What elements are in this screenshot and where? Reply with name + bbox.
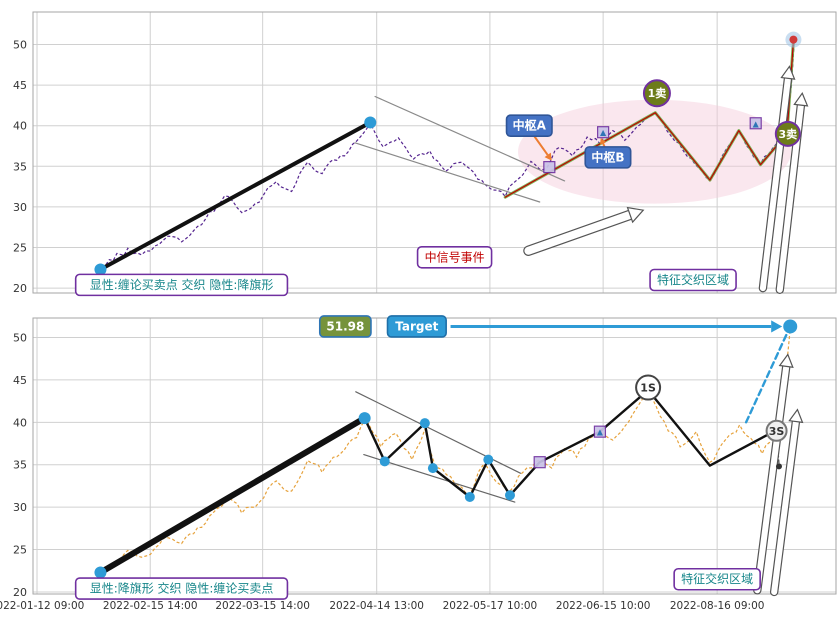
hub-b-arrow-head xyxy=(600,137,607,145)
y-tick-label: 20 xyxy=(13,282,27,295)
x-tick-label: 2022-02-15 14:00 xyxy=(103,600,198,612)
signal-badge xyxy=(635,374,662,401)
highlight-ellipse xyxy=(518,99,792,204)
pivot-square-glyph: ▲ xyxy=(600,128,607,137)
signal-event-arrow xyxy=(524,210,635,255)
y-tick-label: 35 xyxy=(13,459,27,472)
price-line-bottom xyxy=(97,328,791,573)
annotation-outline-box xyxy=(673,567,761,591)
annotation-box xyxy=(584,146,632,169)
breakout-arrow-2-head xyxy=(793,91,809,107)
signal-badge-label: 3S xyxy=(769,425,785,438)
pivot-dot xyxy=(783,319,798,334)
annotation-outline-box xyxy=(74,273,289,297)
breakout-arrow-2-head xyxy=(788,408,804,424)
channel-upper xyxy=(374,95,566,182)
signal-badge xyxy=(765,419,788,442)
annotation-label: 中枢B xyxy=(591,149,624,164)
pivot-dot xyxy=(483,454,494,465)
pivot-square-marker xyxy=(593,425,607,438)
y-tick-label: 45 xyxy=(13,374,27,387)
trend-line xyxy=(98,120,373,272)
annotation-label: 显性:降旗形 交织 隐性:缠论买卖点 xyxy=(90,581,274,596)
annotation-label: 中枢A xyxy=(513,118,547,133)
y-tick-label: 35 xyxy=(13,160,27,173)
target-projection xyxy=(744,325,792,424)
y-tick-label: 50 xyxy=(13,332,27,345)
annotation-outline-box xyxy=(416,245,493,269)
pivot-dot xyxy=(464,491,475,502)
annotation-label: 特征交织区域 xyxy=(681,571,753,586)
breakout-arrow-1-head xyxy=(778,353,794,368)
annotation-label: Target xyxy=(395,319,438,333)
plot-border xyxy=(32,11,837,294)
breakout-arrow-1 xyxy=(754,363,790,594)
annotation-label: 中信号事件 xyxy=(425,249,485,264)
annotation-box xyxy=(386,315,447,338)
pivot-square-marker xyxy=(749,117,762,130)
y-tick-label: 30 xyxy=(13,501,27,514)
pivot-square-marker xyxy=(543,161,556,174)
plot-border xyxy=(32,317,837,595)
pivot-square-glyph: ▲ xyxy=(597,428,604,437)
x-tick-label: 2022-08-16 09:00 xyxy=(670,600,765,612)
annotation-outline-box xyxy=(649,268,737,292)
y-tick-label: 45 xyxy=(13,79,27,92)
trend-line xyxy=(97,415,368,576)
annotation-label: 特征交织区域 xyxy=(657,272,729,287)
annotation-outline-box xyxy=(74,577,289,600)
signal-badge-label: 1S xyxy=(640,382,656,395)
pivot-square-glyph: ▲ xyxy=(753,119,760,128)
channel-lower xyxy=(354,142,541,203)
pivot-square-marker xyxy=(597,126,610,139)
pivot-dot xyxy=(775,463,782,470)
y-tick-label: 40 xyxy=(13,120,27,133)
y-tick-label: 50 xyxy=(13,38,27,51)
breakout-arrow-1-head xyxy=(780,65,796,80)
hub-a-arrow-head xyxy=(544,152,552,161)
x-tick-label: 2022-03-15 14:00 xyxy=(215,600,310,612)
annotation-label: 显性:缠论买卖点 交织 隐性:降旗形 xyxy=(90,277,274,292)
pivot-dot xyxy=(358,412,371,425)
pivot-dot xyxy=(364,116,377,129)
y-tick-label: 25 xyxy=(13,544,27,557)
signal-badge-label: 3卖 xyxy=(778,127,797,141)
x-tick-label: 2022-06-15 10:00 xyxy=(556,600,651,612)
signal-badge xyxy=(642,79,671,108)
pivot-dot xyxy=(94,566,107,579)
annotation-box xyxy=(318,315,372,338)
y-tick-label: 30 xyxy=(13,201,27,214)
y-tick-label: 40 xyxy=(13,416,27,429)
x-tick-label: 2022-04-14 13:00 xyxy=(329,600,424,612)
annotation-box xyxy=(505,114,553,137)
breakout-arrow-1 xyxy=(759,75,792,292)
pivot-dot xyxy=(427,463,438,474)
pivot-dot xyxy=(419,418,430,429)
bottom-panel: 20 25 30 35 40 45 50 ▲ 1S 3S 51.98 Target 特征交织区域显性:降… xyxy=(13,315,837,600)
breakout-arrow-2 xyxy=(771,418,799,595)
pivot-square-marker xyxy=(533,456,546,469)
x-tick-label: 2022-05-17 10:00 xyxy=(443,600,538,612)
x-tick-label: 2022-01-12 09:00 xyxy=(0,600,84,612)
y-tick-label: 25 xyxy=(13,242,27,255)
signal-badge xyxy=(774,120,801,147)
zigzag-segments xyxy=(363,388,778,499)
pivot-dot xyxy=(504,490,515,501)
annotation-label: 51.98 xyxy=(326,319,364,333)
target-arrow-head xyxy=(771,320,783,333)
signal-badge-label: 1卖 xyxy=(648,86,667,100)
signal-event-arrow-head xyxy=(626,206,645,224)
pivot-dot xyxy=(789,35,798,44)
pivot-dot xyxy=(379,456,390,467)
y-tick-label: 20 xyxy=(13,586,27,599)
pivot-dot xyxy=(94,263,107,276)
